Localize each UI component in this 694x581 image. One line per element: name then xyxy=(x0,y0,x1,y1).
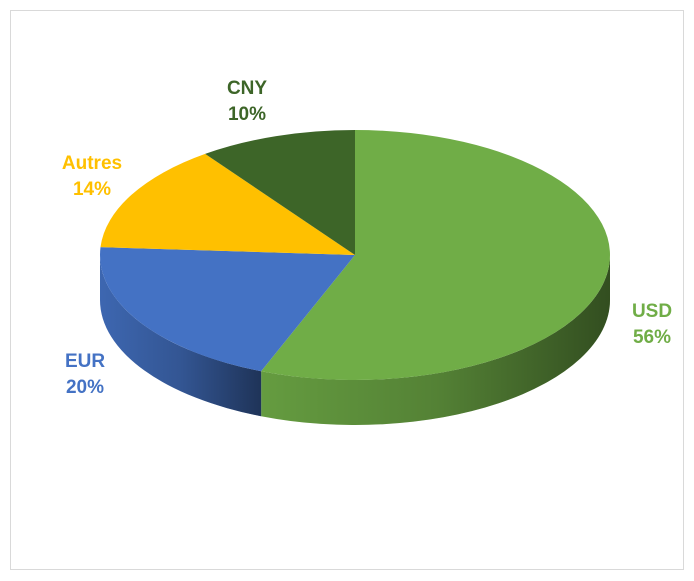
slice-side-shade xyxy=(261,255,611,426)
slice xyxy=(261,130,611,381)
slice xyxy=(205,130,355,255)
slice-side-shade xyxy=(100,255,262,417)
data-label-value: 10% xyxy=(228,104,266,125)
data-label-category: EUR xyxy=(65,351,105,372)
data-label-value: 14% xyxy=(73,179,111,200)
data-label-category: USD xyxy=(632,301,672,322)
slice xyxy=(100,153,356,255)
slice xyxy=(100,247,355,372)
pie-tops xyxy=(100,130,611,381)
data-labels: USD 56% EUR 20% Autres 14% CNY 10% xyxy=(62,78,672,398)
data-label-category: Autres xyxy=(62,153,122,174)
data-label-value: 56% xyxy=(633,327,671,348)
data-label-category: CNY xyxy=(227,78,267,99)
pie-sides xyxy=(100,255,611,426)
data-label-value: 20% xyxy=(66,377,104,398)
